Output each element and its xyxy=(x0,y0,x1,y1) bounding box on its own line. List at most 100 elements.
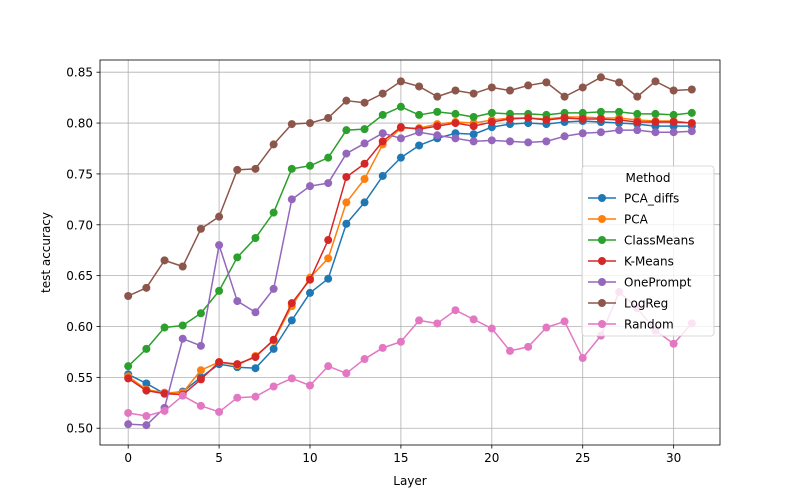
y-tick-label: 0.85 xyxy=(66,66,93,80)
data-point-oneprompt xyxy=(542,137,551,146)
data-point-classmeans xyxy=(633,109,642,118)
data-point-oneprompt xyxy=(396,134,405,143)
series-oneprompt xyxy=(124,126,696,430)
data-point-oneprompt xyxy=(196,341,205,350)
y-axis-label: test accuracy xyxy=(39,212,53,293)
data-point-k-means xyxy=(506,114,514,123)
legend-label: K-Means xyxy=(624,255,674,269)
data-point-logreg xyxy=(269,140,278,149)
data-point-logreg xyxy=(651,77,660,86)
data-point-oneprompt xyxy=(651,128,660,137)
x-tick-label: 15 xyxy=(393,451,408,465)
data-point-logreg xyxy=(506,86,514,95)
data-point-k-means xyxy=(342,172,351,181)
data-point-k-means xyxy=(160,389,169,398)
plot-frame xyxy=(99,59,721,446)
data-point-oneprompt xyxy=(415,128,424,137)
data-point-logreg xyxy=(451,86,460,95)
data-point-classmeans xyxy=(287,164,296,173)
legend-label: ClassMeans xyxy=(624,234,695,248)
data-point-logreg xyxy=(360,98,369,107)
data-point-random xyxy=(669,339,678,348)
legend-item-random: Random xyxy=(588,318,674,332)
data-point-logreg xyxy=(633,92,642,101)
data-point-random xyxy=(360,355,369,364)
data-point-k-means xyxy=(324,236,333,245)
series-classmeans xyxy=(124,102,696,371)
data-point-logreg xyxy=(524,81,533,90)
x-tick-label: 10 xyxy=(302,451,317,465)
data-point-random xyxy=(142,412,151,421)
data-point-oneprompt xyxy=(615,126,624,135)
x-tick-label: 0 xyxy=(124,451,132,465)
x-tick-label: 30 xyxy=(666,451,681,465)
legend-marker xyxy=(598,320,606,328)
data-point-k-means xyxy=(269,335,278,344)
data-point-oneprompt xyxy=(233,297,242,306)
data-point-logreg xyxy=(306,119,314,128)
data-point-pca-diffs xyxy=(415,141,424,150)
data-point-logreg xyxy=(542,78,551,87)
series-layer xyxy=(124,73,696,430)
legend-label: OnePrompt xyxy=(624,276,692,290)
data-point-classmeans xyxy=(451,109,460,118)
data-point-k-means xyxy=(524,113,533,122)
data-point-logreg xyxy=(687,85,696,94)
data-point-k-means xyxy=(651,118,660,127)
data-point-k-means xyxy=(615,116,624,125)
data-point-classmeans xyxy=(306,161,314,170)
y-tick-label: 0.75 xyxy=(66,167,93,181)
data-point-pca-diffs xyxy=(269,344,278,353)
data-point-k-means xyxy=(687,119,696,128)
data-point-oneprompt xyxy=(633,126,642,135)
data-point-pca-diffs xyxy=(342,219,351,228)
data-point-pca-diffs xyxy=(396,153,405,162)
data-point-classmeans xyxy=(196,309,205,318)
data-point-random xyxy=(178,391,187,400)
data-point-classmeans xyxy=(160,323,169,332)
series-logreg xyxy=(124,73,696,300)
data-point-oneprompt xyxy=(342,149,351,158)
data-point-random xyxy=(396,337,405,346)
data-point-k-means xyxy=(578,114,587,123)
y-tick-label: 0.65 xyxy=(66,269,93,283)
data-point-pca-diffs xyxy=(287,316,296,325)
legend-label: LogReg xyxy=(624,297,668,311)
data-point-classmeans xyxy=(487,108,496,117)
data-point-pca-diffs xyxy=(142,379,151,388)
y-tick-label: 0.70 xyxy=(66,218,93,232)
data-point-logreg xyxy=(287,120,296,129)
legend-marker xyxy=(598,257,606,265)
data-point-random xyxy=(306,381,314,390)
data-point-pca-diffs xyxy=(251,364,260,373)
data-point-random xyxy=(506,346,514,355)
data-point-k-means xyxy=(633,118,642,127)
legend: Method PCA_diffs PCA ClassMeans K-Means OneP… xyxy=(581,165,715,337)
legend-label: Random xyxy=(624,318,674,332)
data-point-pca-diffs xyxy=(378,171,387,180)
data-point-k-means xyxy=(215,358,224,367)
data-point-k-means xyxy=(451,119,460,128)
data-point-k-means xyxy=(124,374,133,383)
data-point-random xyxy=(196,401,205,410)
data-point-logreg xyxy=(196,224,205,233)
data-point-classmeans xyxy=(324,153,333,162)
data-point-classmeans xyxy=(415,110,424,119)
data-point-classmeans xyxy=(124,362,133,371)
data-point-oneprompt xyxy=(269,284,278,293)
data-point-random xyxy=(160,406,169,415)
data-point-k-means xyxy=(306,275,314,284)
y-tick-label: 0.55 xyxy=(66,371,93,385)
data-point-logreg xyxy=(615,78,624,87)
data-point-oneprompt xyxy=(251,308,260,317)
data-point-k-means xyxy=(596,114,605,123)
data-point-oneprompt xyxy=(669,128,678,137)
data-point-pca-diffs xyxy=(469,130,478,139)
data-point-pca-diffs xyxy=(306,288,314,297)
data-point-oneprompt xyxy=(560,132,569,141)
data-point-classmeans xyxy=(615,107,624,116)
data-point-oneprompt xyxy=(360,139,369,148)
data-point-logreg xyxy=(324,113,333,122)
data-point-pca-diffs xyxy=(360,198,369,207)
data-point-oneprompt xyxy=(324,179,333,188)
